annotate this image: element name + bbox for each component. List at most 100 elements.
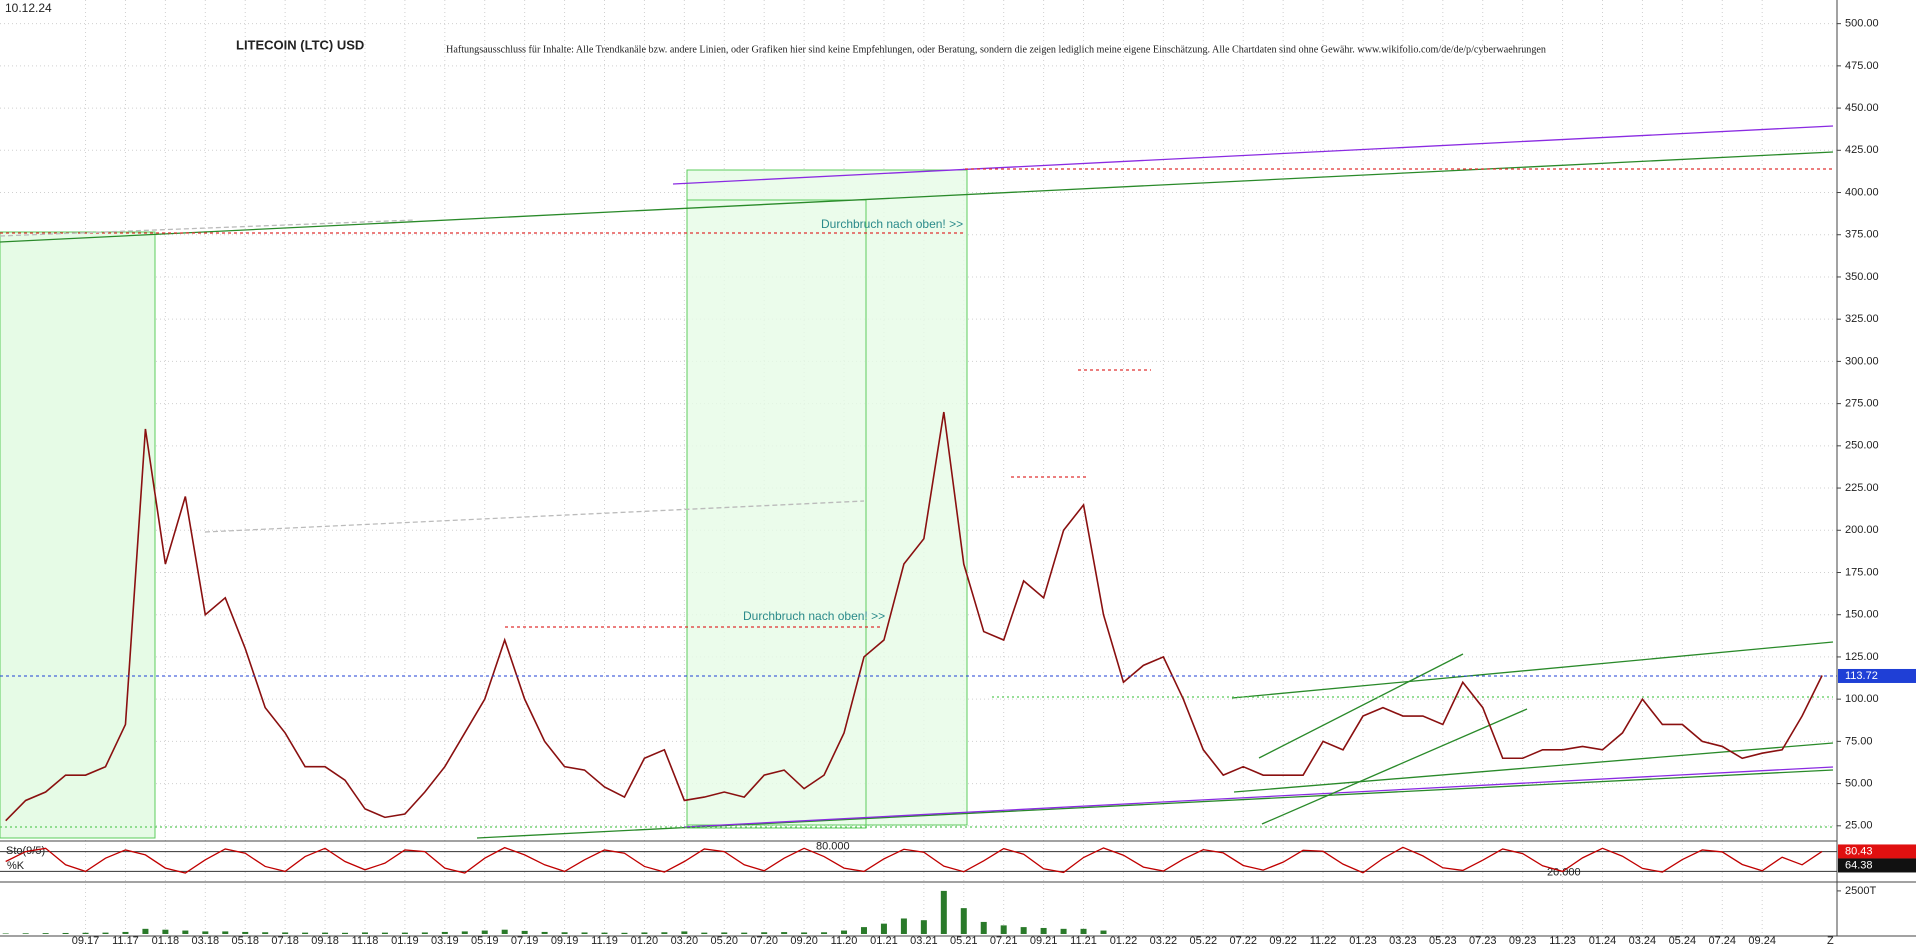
volume-bar (22, 933, 29, 934)
volume-bar (661, 932, 668, 934)
volume-bar (521, 930, 528, 934)
volume-bar (641, 932, 648, 934)
disclaimer: Haftungsausschluss für Inhalte: Alle Tre… (446, 44, 1546, 55)
x-tick-label: 11.22 (1310, 935, 1337, 947)
x-tick-label: 03.20 (671, 935, 699, 947)
volume-bar (721, 932, 728, 934)
volume-bar (381, 932, 388, 934)
x-tick-label: 07.23 (1469, 935, 1497, 947)
volume-bar (841, 930, 848, 934)
x-tick-label: 03.21 (910, 935, 938, 947)
volume-bar (980, 921, 987, 934)
x-tick-label: 11.23 (1549, 935, 1576, 947)
x-tick-label: 11.18 (352, 935, 379, 947)
x-tick-label: 09.17 (72, 935, 100, 947)
trend-line (476, 769, 1834, 839)
volume-bar (920, 920, 927, 934)
volume-bar (860, 927, 867, 934)
y-tick-label: 500.00 (1845, 18, 1879, 30)
x-tick-label: 03.18 (192, 935, 220, 947)
volume-bar (162, 929, 169, 934)
x-tick-label: 07.19 (511, 935, 539, 947)
x-tick-label: 01.23 (1349, 935, 1377, 947)
volume-bar (302, 932, 309, 934)
volume-bar (900, 918, 907, 934)
volume-bar (342, 932, 349, 934)
volume-bar (322, 932, 329, 934)
value-label: 80.43 (1845, 845, 1873, 857)
volume-bar (960, 908, 967, 934)
volume-bar (202, 931, 209, 934)
x-tick-label: 11.19 (591, 935, 618, 947)
volume-bar (122, 931, 129, 934)
volume-bar (242, 931, 249, 934)
y-tick-label: 350.00 (1845, 271, 1879, 283)
y-tick-label: 150.00 (1845, 609, 1879, 621)
volume-bar (1000, 925, 1007, 934)
trend-line (204, 500, 865, 533)
annotation: Durchbruch nach oben! >> (821, 217, 963, 231)
x-tick-label: 09.18 (311, 935, 339, 947)
volume-bar (461, 931, 468, 934)
volume-bar (401, 932, 408, 934)
volume-bar (481, 930, 488, 934)
y-tick-label: 450.00 (1845, 102, 1879, 114)
x-tick-label: 07.20 (750, 935, 778, 947)
x-tick-label: 09.23 (1509, 935, 1537, 947)
volume-bar (62, 932, 69, 934)
volume-bar (82, 932, 89, 934)
y-tick-label: 425.00 (1845, 144, 1879, 156)
value-label: 64.38 (1845, 859, 1873, 871)
last-price-box (1838, 668, 1916, 683)
x-tick-label: 07.22 (1229, 935, 1257, 947)
trend-line (1233, 742, 1834, 793)
y-tick-label: 25.00 (1845, 820, 1873, 832)
volume-bar (681, 931, 688, 934)
volume-bar (441, 931, 448, 934)
volume-bar (501, 929, 508, 934)
trend-line (1261, 708, 1528, 825)
x-tick-label: 01.19 (391, 935, 419, 947)
x-tick-label: 05.24 (1669, 935, 1697, 947)
x-tick-label: 11.20 (831, 935, 858, 947)
volume-bar (1020, 927, 1027, 934)
y-tick-label: 200.00 (1845, 524, 1879, 536)
annotation: Durchbruch nach oben! >> (743, 609, 885, 623)
trend-line (683, 766, 1834, 828)
y-tick-label: 475.00 (1845, 60, 1879, 72)
volume-bar (2, 933, 9, 934)
x-tick-label: 11.21 (1070, 935, 1097, 947)
highlight-box (686, 169, 968, 826)
indicator-label: %K (7, 860, 25, 872)
y-tick-label: 325.00 (1845, 313, 1879, 325)
value-box (1838, 844, 1916, 859)
volume-bar (761, 932, 768, 934)
x-tick-label: 01.18 (152, 935, 180, 947)
last-price-label: 113.72 (1845, 670, 1878, 682)
x-tick-label: 09.21 (1030, 935, 1058, 947)
trend-line (1231, 641, 1834, 699)
volume-bar (541, 931, 548, 934)
x-tick-label: 05.20 (710, 935, 738, 947)
y-tick-label: 75.00 (1845, 735, 1873, 747)
x-tick-label: 05.21 (950, 935, 978, 947)
volume-bar (781, 932, 788, 934)
chart-title: LITECOIN (LTC) USD (236, 37, 364, 52)
x-tick-label: 07.21 (990, 935, 1018, 947)
x-tick-label: 07.24 (1708, 935, 1736, 947)
level-label: 80.000 (816, 841, 850, 853)
x-tick-label: 03.23 (1389, 935, 1417, 947)
volume-bar (421, 932, 428, 934)
volume-bar (1060, 928, 1067, 934)
y-tick-label: 175.00 (1845, 566, 1879, 578)
x-tick-label: 07.18 (271, 935, 299, 947)
highlight-box (0, 231, 156, 839)
x-tick-label: 03.24 (1629, 935, 1657, 947)
trend-line (0, 151, 1834, 243)
x-tick-label: 01.20 (631, 935, 659, 947)
price-line (5, 411, 1823, 822)
x-tick-label: 01.21 (870, 935, 898, 947)
volume-bar (561, 932, 568, 934)
